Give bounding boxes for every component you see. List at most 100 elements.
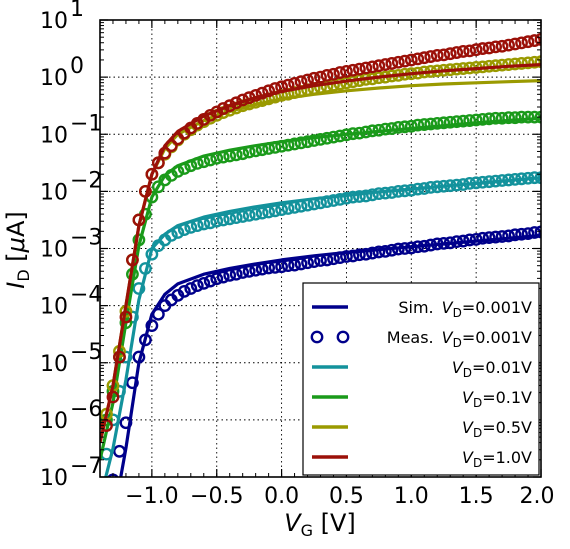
measured-point <box>203 274 217 288</box>
measured-point <box>307 134 321 147</box>
measured-point <box>353 248 366 262</box>
y-axis-label: ID [μA] <box>2 211 33 288</box>
measured-point <box>327 67 340 81</box>
measured-point <box>456 114 470 128</box>
series-layer <box>100 33 541 477</box>
measured-point <box>372 245 386 259</box>
measured-point <box>515 227 528 241</box>
measured-point <box>508 228 522 242</box>
measured-point <box>495 39 509 53</box>
legend-v: V <box>462 448 474 467</box>
measured-point <box>489 111 503 125</box>
measured-point <box>223 212 237 226</box>
measured-point <box>476 112 490 126</box>
measured-point <box>262 205 276 219</box>
x-tick-label: −0.5 <box>190 484 243 509</box>
series-1 <box>100 171 541 477</box>
simulated-line <box>100 63 541 444</box>
legend-box <box>302 282 540 476</box>
measured-point <box>430 49 444 62</box>
y-tick-exponent: −7 <box>70 454 102 479</box>
measured-point <box>502 38 515 52</box>
measured-point <box>404 119 418 133</box>
x-tick-label: 0.5 <box>329 484 364 509</box>
simulated-line <box>104 176 541 477</box>
y-tick-label: 10 <box>40 123 68 148</box>
y-tick-exponent: −3 <box>70 226 102 251</box>
legend-value: =0.001V <box>462 328 532 347</box>
measured-point <box>515 110 528 124</box>
y-tick-label: 10 <box>40 66 68 91</box>
legend-label: VD=1.0V <box>462 448 532 470</box>
legend-entry: VD=1.0V <box>312 448 532 470</box>
measured-point <box>314 132 327 146</box>
y-tick-label: 10 <box>40 180 68 205</box>
measured-point <box>482 112 496 126</box>
x-tick-label: 0.0 <box>264 484 299 509</box>
measured-point <box>307 71 321 85</box>
measured-point <box>378 244 392 258</box>
measured-point <box>528 226 541 239</box>
y-tick-exponent: −5 <box>70 340 102 365</box>
legend-sub: D <box>453 306 462 320</box>
y-tick-exponent: −1 <box>70 111 102 136</box>
measured-point <box>216 270 230 284</box>
legend-v: V <box>462 388 474 407</box>
legend-value: =0.01V <box>472 358 532 377</box>
measured-point <box>476 42 490 55</box>
measured-point <box>411 52 425 66</box>
y-tick-label: 10 <box>40 352 68 377</box>
measured-point <box>508 57 522 71</box>
y-tick-label-group: 10 −3 <box>40 226 102 263</box>
legend-prefix: Meas. <box>387 328 434 347</box>
simulated-line <box>100 116 541 461</box>
legend-label: Meas. VD=0.001V <box>387 328 532 350</box>
measured-point <box>359 247 373 261</box>
measured-point <box>242 208 256 222</box>
measured-point <box>502 229 515 243</box>
legend-entry: VD=0.5V <box>312 418 532 440</box>
simulated-line <box>119 233 541 477</box>
measured-point <box>391 120 405 134</box>
legend-v: V <box>452 358 464 377</box>
measured-point <box>340 65 353 78</box>
measured-point <box>502 111 515 125</box>
legend-value: =0.1V <box>482 388 532 407</box>
x-axis-label: VG [V] <box>284 509 356 540</box>
y-tick-label: 10 <box>40 466 68 491</box>
legend-value: =0.5V <box>482 418 532 437</box>
y-tick-label-group: 10 0 <box>40 54 84 91</box>
measured-point <box>236 210 250 223</box>
y-tick-label: 10 <box>40 409 68 434</box>
measured-point <box>508 111 522 125</box>
tick-labels: −1.0 −0.5 0.0 0.5 1.0 1.5 2.010 −710 −610 −510 −41… <box>40 0 555 509</box>
measured-point <box>437 116 451 130</box>
measured-point <box>398 120 412 134</box>
measured-point <box>417 51 431 65</box>
measured-point <box>378 58 392 71</box>
measured-point <box>126 376 139 390</box>
measured-point <box>346 190 360 204</box>
measured-point <box>456 45 470 58</box>
legend-entry: Sim. VD=0.001V <box>312 298 532 320</box>
measured-point <box>521 110 535 124</box>
y-tick-label-group: 10 −7 <box>40 454 102 491</box>
measured-point <box>463 44 477 58</box>
measured-point <box>443 47 457 61</box>
legend-v: V <box>442 328 454 347</box>
x-tick-label: 2.0 <box>520 484 555 509</box>
measured-point <box>255 206 269 220</box>
measured-point <box>450 115 464 129</box>
measured-point <box>216 213 230 227</box>
y-tick-label-group: 10 −5 <box>40 340 102 377</box>
measured-point <box>346 63 360 77</box>
y-tick-exponent: −6 <box>70 397 102 422</box>
measured-point <box>404 53 418 67</box>
measured-point <box>398 54 412 68</box>
measured-point <box>489 230 503 244</box>
legend-sub: D <box>473 426 482 440</box>
measured-point <box>210 272 224 286</box>
measured-point <box>411 118 425 132</box>
measured-point <box>359 61 373 75</box>
measured-point <box>255 86 269 100</box>
